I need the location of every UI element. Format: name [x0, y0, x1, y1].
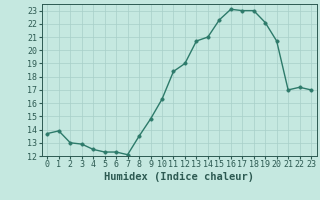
X-axis label: Humidex (Indice chaleur): Humidex (Indice chaleur) [104, 172, 254, 182]
